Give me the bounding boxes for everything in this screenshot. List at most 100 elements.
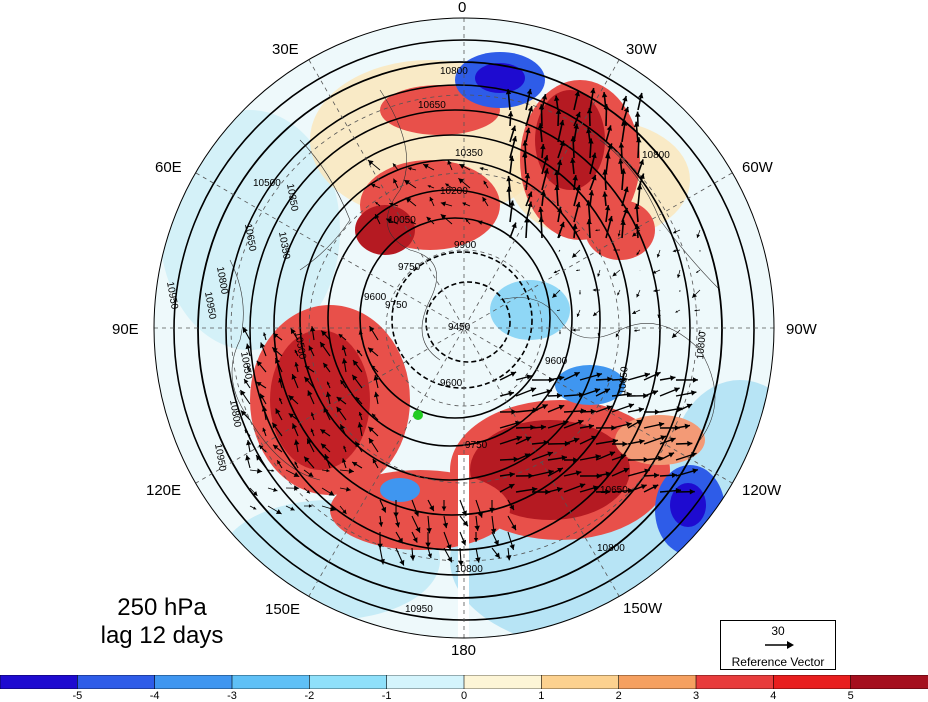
vector-arrowhead xyxy=(427,185,431,188)
vector-arrowhead xyxy=(415,527,421,533)
vector-arrowhead xyxy=(508,155,515,162)
vector-arrowhead xyxy=(595,454,601,460)
vector-arrowhead xyxy=(279,397,282,401)
vector-arrowhead xyxy=(590,408,596,415)
colorbar-segment xyxy=(618,675,697,689)
vector-arrowhead xyxy=(555,108,562,115)
colorbar-tick-label: 2 xyxy=(615,690,622,702)
vector-arrowhead xyxy=(573,457,579,463)
vector-arrowhead xyxy=(479,166,484,171)
vector-arrowhead xyxy=(340,380,345,385)
vector-arrowhead xyxy=(310,428,314,433)
vector-arrowhead xyxy=(458,560,464,566)
vector-arrowhead xyxy=(538,206,544,213)
lon-label-30e: 30E xyxy=(272,41,299,58)
lag-label: lag 12 days xyxy=(100,622,224,649)
vector-arrowhead xyxy=(639,438,645,445)
vector-arrowhead xyxy=(273,487,278,492)
vector-arrowhead xyxy=(696,234,701,238)
vector-arrowhead xyxy=(290,328,296,335)
vector-arrowhead xyxy=(576,269,578,272)
vector-arrowhead xyxy=(272,422,278,429)
vector-arrowhead xyxy=(375,202,379,205)
reference-arrow-icon xyxy=(765,641,794,649)
vector-arrowhead xyxy=(590,435,597,441)
vector-arrowhead xyxy=(336,406,342,413)
vector-arrowhead xyxy=(558,375,565,381)
vector-arrowhead xyxy=(244,429,249,434)
vector-arrowhead xyxy=(515,420,521,427)
vector-arrowhead xyxy=(253,506,257,510)
colorbar-tick-label: -4 xyxy=(149,690,160,702)
vector-arrowhead xyxy=(546,389,552,395)
vector-arrowhead xyxy=(572,175,578,181)
vector-arrowhead xyxy=(393,178,398,184)
vector-arrowhead xyxy=(293,439,300,445)
vector-arrowhead xyxy=(606,405,613,411)
vector-arrowhead xyxy=(620,454,627,460)
vector-arrowhead xyxy=(605,153,611,159)
vector-arrowhead xyxy=(442,522,449,529)
colorbar-tick-label: -1 xyxy=(381,690,392,702)
vector-arrowhead xyxy=(323,407,329,413)
contour-label: 9600 xyxy=(545,356,568,367)
vector-arrowhead xyxy=(477,220,483,225)
vector-arrowhead xyxy=(668,452,675,458)
vector-arrowhead xyxy=(591,152,597,159)
vector-arrowhead xyxy=(292,423,298,430)
contour-label: 9600 xyxy=(440,378,463,389)
vector-arrowhead xyxy=(245,343,251,350)
vector-arrowhead xyxy=(590,88,596,94)
vector-arrowhead xyxy=(572,328,576,332)
vector-arrowhead xyxy=(506,175,512,182)
colorbar-tick-label: -5 xyxy=(72,690,83,702)
vector-arrowhead xyxy=(679,291,681,292)
vector-arrowhead xyxy=(559,332,561,335)
vector-arrowhead xyxy=(575,470,582,476)
vector-arrowhead xyxy=(586,200,592,206)
colorbar-segment xyxy=(0,675,79,689)
vector-arrowhead xyxy=(426,216,432,222)
vector-arrowhead xyxy=(626,421,632,428)
vector-arrowhead xyxy=(602,169,608,175)
lon-label-150e: 150E xyxy=(265,601,301,618)
vector-arrowhead xyxy=(622,376,628,383)
vector-arrowhead xyxy=(341,358,348,364)
vector-arrowhead xyxy=(692,292,697,298)
vector-arrowhead xyxy=(618,158,624,164)
vector-arrowhead xyxy=(559,140,565,147)
vector-arrowhead xyxy=(507,111,514,117)
vector-arrowhead xyxy=(556,207,563,213)
contour-label: 10050 xyxy=(388,215,416,226)
vector-arrowhead xyxy=(373,375,379,381)
vector-arrowhead xyxy=(399,559,405,566)
vector-arrowhead xyxy=(483,180,488,185)
vector-arrowhead xyxy=(617,233,621,237)
vector-arrowhead xyxy=(372,458,377,464)
vector-arrowhead xyxy=(574,230,578,234)
vector-arrowhead xyxy=(320,342,326,348)
vector-arrowhead xyxy=(609,451,616,457)
colorbar-segment xyxy=(773,675,852,689)
vector-arrowhead xyxy=(288,395,295,401)
vector-arrowhead xyxy=(556,309,559,312)
vector-arrowhead xyxy=(604,388,611,394)
lon-label-90w: 90W xyxy=(786,321,817,338)
vector-arrowhead xyxy=(633,121,640,127)
vector-arrowhead xyxy=(326,381,330,385)
vector-arrowhead xyxy=(622,207,629,214)
vector-arrowhead xyxy=(540,190,546,196)
vector-arrowhead xyxy=(368,347,374,353)
colorbar-segment xyxy=(386,675,465,689)
vector-arrowhead xyxy=(626,391,632,398)
vector-arrowhead xyxy=(247,365,250,369)
vector-arrowhead xyxy=(304,376,310,383)
vector-arrowhead xyxy=(652,270,657,274)
vector-arrowhead xyxy=(252,491,258,496)
vector-arrowhead xyxy=(458,178,464,184)
vector-arrowhead xyxy=(578,292,581,295)
vector-arrowhead xyxy=(657,455,664,462)
vector-arrowhead xyxy=(304,365,310,371)
contour-label: 10650 xyxy=(600,485,628,496)
vector-arrowhead xyxy=(386,218,392,224)
